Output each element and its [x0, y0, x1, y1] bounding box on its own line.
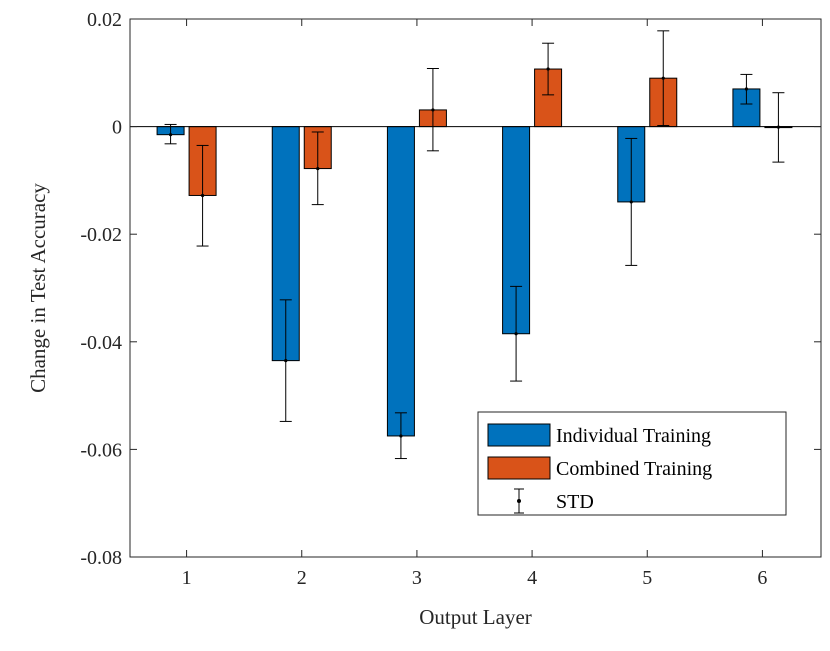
legend-label: Individual Training [556, 425, 711, 447]
errorbar-series2-layer3 [426, 67, 439, 152]
x-axis-label: Output Layer [419, 605, 532, 629]
y-axis-label: Change in Test Accuracy [26, 183, 50, 393]
legend-label: Combined Training [556, 458, 712, 480]
x-tick-label: 6 [757, 567, 767, 589]
x-tick-label: 5 [642, 567, 652, 589]
x-tick-label: 4 [527, 567, 537, 589]
y-tick-label: -0.08 [80, 547, 122, 569]
x-tick-label: 1 [182, 567, 192, 589]
legend-errorbar-symbol [514, 488, 524, 514]
axes-box [129, 18, 822, 558]
y-tick-label: -0.04 [80, 332, 122, 354]
legend-swatch [487, 456, 551, 480]
ticks-layer: 0.02 0 -0.02 -0.04 -0.06 -0.08 1 2 3 4 5 6 [80, 9, 821, 589]
y-tick-label: 0 [112, 117, 122, 139]
y-tick-label: -0.02 [80, 224, 122, 246]
errorbar-series2-layer2 [311, 131, 324, 206]
x-tick-label: 2 [297, 567, 307, 589]
errorbar-series1-layer3 [394, 412, 407, 460]
bars-layer [156, 68, 793, 437]
errorbar-series1-layer1 [164, 123, 177, 145]
errorbars-layer [164, 30, 785, 460]
errorbar-series1-layer4 [510, 285, 523, 382]
legend-entry-1: Individual Training [487, 423, 711, 447]
legend-swatch [487, 423, 551, 447]
x-tick-label: 3 [412, 567, 422, 589]
bar-series1-layer3 [386, 126, 415, 437]
legend-entry-2: Combined Training [487, 456, 712, 480]
errorbar-series1-layer5 [625, 137, 638, 266]
y-tick-label: 0.02 [87, 9, 122, 31]
legend-label: STD [556, 491, 594, 513]
legend-entry-3: STD [514, 488, 594, 514]
errorbar-series2-layer1 [196, 144, 209, 247]
errorbar-series2-layer5 [657, 30, 670, 127]
errorbar-series1-layer2 [279, 299, 292, 422]
errorbar-series2-layer4 [542, 42, 555, 96]
y-tick-label: -0.06 [80, 439, 122, 461]
legend: Individual Training Combined Training STD [477, 411, 787, 516]
errorbar-series1-layer6 [740, 73, 753, 105]
